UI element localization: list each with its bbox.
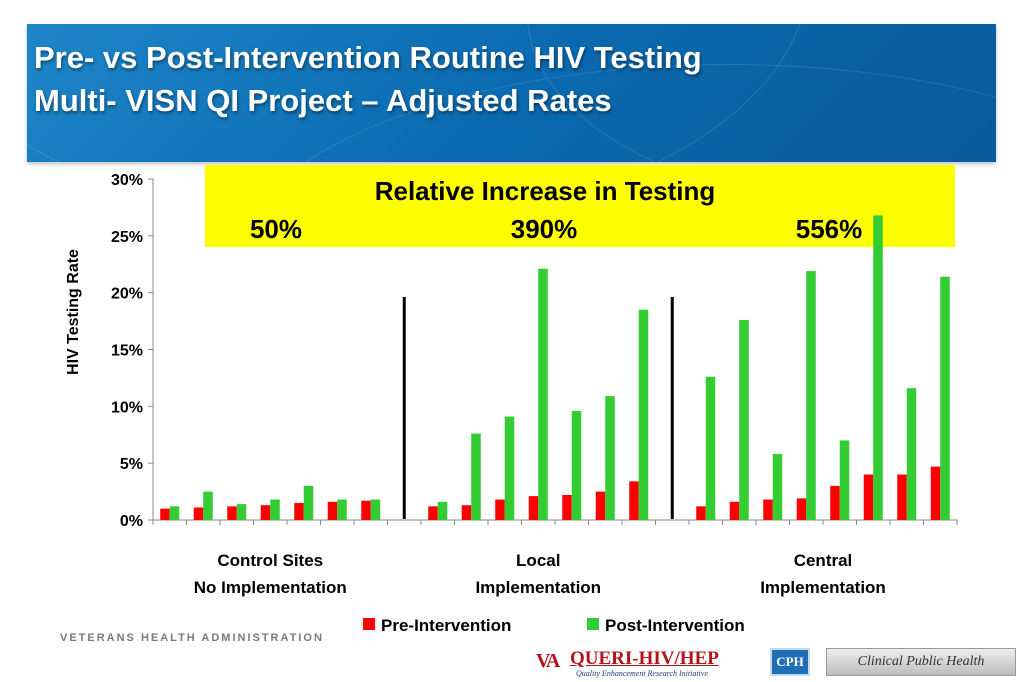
clinical-public-health-logo: Clinical Public Health: [826, 648, 1016, 676]
bar-pre-g1-2: [495, 499, 505, 520]
legend-swatch-0: [363, 618, 375, 630]
group-label-line1: Local: [516, 551, 560, 570]
bar-pre-g1-6: [629, 481, 639, 520]
y-axis-title: HIV Testing Rate: [65, 249, 82, 375]
bar-pre-g2-3: [796, 498, 807, 520]
y-tick-label: 0%: [120, 513, 143, 530]
agency-footer: VETERANS HEALTH ADMINISTRATION: [60, 632, 324, 644]
bar-pre-g2-6: [897, 474, 907, 520]
bar-pre-g2-7: [930, 466, 941, 520]
callout-value-1: 390%: [511, 214, 578, 244]
bar-pre-g0-0: [160, 508, 170, 520]
bar-post-g2-5: [873, 215, 883, 520]
legend-label-0: Pre-Intervention: [381, 616, 511, 635]
y-tick-label: 25%: [111, 229, 143, 246]
bar-post-g1-2: [504, 416, 515, 520]
group-label-line2: Implementation: [475, 578, 601, 597]
group-label-line1: Control Sites: [217, 551, 323, 570]
relative-increase-callout: Relative Increase in Testing 50% 390% 556%: [205, 165, 955, 247]
bar-post-g1-3: [538, 268, 548, 520]
bar-post-g0-1: [203, 491, 213, 520]
bar-pre-g1-1: [461, 505, 472, 520]
callout-value-2: 556%: [796, 214, 863, 244]
queri-name: QUERI-HIV/HEP: [570, 648, 719, 669]
bar-pre-g2-1: [729, 501, 740, 520]
bar-pre-g1-4: [562, 494, 572, 520]
bar-post-g1-6: [638, 309, 649, 520]
group-label-line1: Central: [794, 551, 853, 570]
bar-post-g2-1: [739, 319, 749, 520]
bar-post-g2-3: [806, 271, 816, 520]
callout-heading: Relative Increase in Testing: [375, 176, 716, 206]
bar-pre-g0-5: [327, 501, 338, 520]
va-logo-icon: VA: [536, 650, 560, 672]
chart-labels: Control Sites No Implementation Local Imple…: [194, 551, 886, 597]
bar-pre-g2-5: [863, 474, 874, 520]
slide-title: Pre- vs Post-Intervention Routine HIV Te…: [34, 36, 934, 122]
chart-axes: 0% 5% 10% 15% 20% 25% 30% HIV Testing Rate: [65, 172, 958, 530]
bar-pre-g2-2: [763, 499, 773, 520]
bar-pre-g1-0: [428, 506, 438, 520]
bar-post-g0-3: [270, 499, 280, 520]
bar-pre-g0-1: [193, 507, 204, 520]
y-tick-label: 10%: [111, 399, 143, 416]
chart-bars: [160, 215, 950, 520]
bar-post-g2-0: [705, 376, 716, 520]
bar-pre-g2-0: [696, 506, 706, 520]
callout-value-0: 50%: [250, 214, 302, 244]
bar-pre-g0-2: [227, 506, 237, 520]
queri-tagline: Quality Enhancement Research Initiative: [576, 669, 708, 678]
cph-badge: CPH: [770, 648, 810, 676]
bar-pre-g0-3: [260, 505, 271, 520]
bar-post-g0-2: [236, 504, 247, 520]
bar-pre-g1-3: [528, 496, 539, 520]
slide-title-line2: Multi- VISN QI Project – Adjusted Rates: [34, 83, 612, 118]
bar-post-g1-5: [605, 396, 615, 520]
legend-label-1: Post-Intervention: [605, 616, 745, 635]
legend-swatch-1: [587, 618, 599, 630]
bar-post-g1-4: [571, 410, 582, 520]
group-label-line2: No Implementation: [194, 578, 347, 597]
y-tick-label: 30%: [111, 172, 143, 189]
bar-post-g2-4: [839, 440, 850, 520]
slide-title-line1: Pre- vs Post-Intervention Routine HIV Te…: [34, 40, 702, 75]
group-label-line2: Implementation: [760, 578, 886, 597]
bar-post-g2-6: [906, 388, 917, 520]
title-banner: [27, 24, 996, 162]
bar-pre-g0-6: [361, 500, 371, 520]
bar-post-g0-6: [370, 499, 381, 520]
bar-post-g1-1: [471, 433, 481, 520]
bar-pre-g1-5: [595, 491, 606, 520]
bar-post-g0-0: [169, 506, 180, 520]
chart-legend: Pre-Intervention Post-Intervention: [363, 616, 745, 635]
bar-post-g1-0: [437, 501, 448, 520]
y-tick-label: 15%: [111, 343, 143, 360]
bar-post-g0-4: [303, 485, 314, 520]
callout-box: [205, 165, 955, 247]
bar-pre-g0-4: [294, 502, 304, 520]
bar-pre-g2-4: [830, 485, 840, 520]
bar-post-g2-7: [940, 276, 950, 520]
queri-hiv-hep-logo: VA QUERI-HIV/HEP Quality Enhancement Res…: [536, 648, 762, 678]
y-tick-label: 20%: [111, 286, 143, 303]
bar-post-g0-5: [337, 499, 347, 520]
bar-post-g2-2: [772, 454, 783, 520]
y-tick-label: 5%: [120, 456, 143, 473]
